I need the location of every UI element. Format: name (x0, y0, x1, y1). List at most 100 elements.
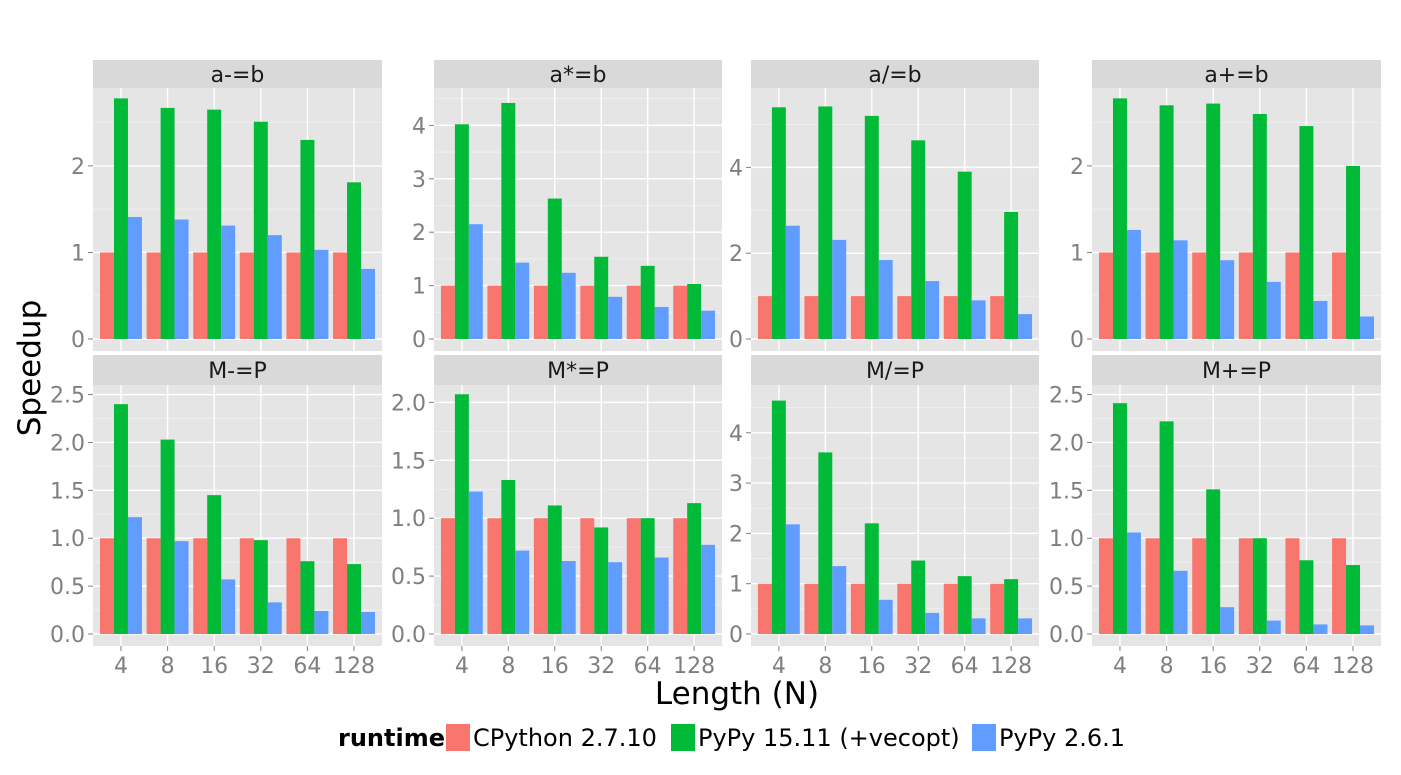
y-tick-label: 2 (729, 242, 743, 267)
y-tick-label: 1.5 (50, 479, 85, 504)
bar-pypy261-4 (785, 524, 800, 634)
x-tick-label: 8 (161, 654, 175, 679)
bar-pypy1511plusvecopt-8 (818, 106, 833, 339)
y-tick-label: 2.5 (1049, 384, 1084, 409)
legend-title: runtime (338, 724, 445, 752)
bar-pypy261-32 (1266, 620, 1281, 634)
x-tick-label: 64 (634, 654, 662, 679)
bar-pypy1511plusvecopt-128 (1346, 165, 1361, 339)
bar-pypy1511plusvecopt-16 (864, 115, 879, 339)
y-tick-label: 0.0 (1049, 623, 1084, 648)
bar-cpython2710-128 (1332, 538, 1347, 634)
bar-pypy1511plusvecopt-8 (1159, 421, 1174, 634)
bar-pypy1511plusvecopt-8 (501, 479, 516, 634)
bar-cpython2710-8 (804, 296, 819, 339)
bar-pypy1511plusvecopt-8 (160, 439, 175, 634)
bar-pypy1511plusvecopt-32 (253, 540, 268, 634)
legend-key-pypy261 (972, 724, 996, 751)
x-tick-label: 128 (990, 654, 1032, 679)
y-tick-label: 1.0 (1049, 527, 1084, 552)
bar-pypy261-16 (561, 272, 576, 339)
legend: runtime CPython 2.7.10 PyPy 15.11 (+vecopt… (338, 724, 1125, 752)
x-tick-label: 64 (1292, 654, 1320, 679)
bar-pypy261-64 (1313, 300, 1328, 339)
legend-label: PyPy 2.6.1 (999, 724, 1125, 752)
bar-pypy261-64 (971, 300, 986, 339)
bar-pypy261-64 (971, 618, 986, 634)
bar-pypy1511plusvecopt-4 (1112, 98, 1127, 340)
bar-pypy261-16 (878, 260, 893, 339)
y-axis-label: Speedup (12, 300, 48, 437)
bar-pypy1511plusvecopt-64 (640, 265, 655, 339)
bar-pypy261-16 (221, 579, 236, 634)
panel-aplus-eq-b: a+=b 0 1 2 (1070, 60, 1381, 353)
bar-pypy1511plusvecopt-8 (501, 102, 516, 340)
bar-pypy261-8 (1173, 570, 1188, 634)
facet-title: M+=P (1202, 359, 1271, 384)
bar-cpython2710-16 (1192, 252, 1207, 339)
x-tick-label: 128 (1332, 654, 1374, 679)
bar-pypy261-16 (1220, 607, 1235, 634)
bar-pypy261-16 (1220, 260, 1235, 339)
facet-title: a/=b (868, 63, 921, 88)
facet-title: a+=b (1204, 63, 1268, 88)
y-tick-label: 1.0 (50, 527, 85, 552)
bar-cpython2710-4 (1098, 252, 1113, 339)
bar-pypy261-64 (654, 306, 669, 339)
bar-cpython2710-4 (99, 252, 114, 339)
bar-pypy1511plusvecopt-32 (253, 121, 268, 339)
bar-cpython2710-4 (440, 285, 455, 339)
bar-cpython2710-16 (850, 296, 865, 339)
bar-cpython2710-128 (673, 285, 688, 339)
y-tick-label: 1 (729, 573, 743, 598)
bar-pypy261-4 (1126, 532, 1141, 634)
bar-pypy261-32 (267, 602, 282, 634)
x-tick-label: 16 (541, 654, 569, 679)
bar-pypy1511plusvecopt-64 (1299, 126, 1314, 339)
bar-pypy1511plusvecopt-128 (1004, 211, 1019, 339)
y-tick-label: 1.0 (391, 507, 426, 532)
y-tick-label: 0.5 (1049, 575, 1084, 600)
bar-cpython2710-128 (333, 252, 348, 339)
facet-title: M/=P (866, 359, 924, 384)
bar-cpython2710-8 (146, 538, 161, 634)
bar-pypy1511plusvecopt-32 (911, 140, 926, 339)
bar-pypy1511plusvecopt-32 (911, 560, 926, 634)
bar-cpython2710-8 (804, 583, 819, 634)
bar-cpython2710-32 (897, 583, 912, 634)
bar-cpython2710-64 (943, 583, 958, 634)
y-tick-label: 4 (412, 114, 426, 139)
y-tick-label: 0 (1070, 328, 1084, 353)
x-tick-label: 4 (772, 654, 786, 679)
bar-pypy261-64 (314, 611, 329, 634)
bar-cpython2710-16 (850, 583, 865, 634)
y-tick-label: 0 (729, 623, 743, 648)
bar-cpython2710-16 (193, 538, 208, 634)
bar-pypy261-32 (608, 562, 623, 634)
y-tick-label: 1 (71, 241, 85, 266)
bar-cpython2710-4 (99, 538, 114, 634)
bar-pypy261-32 (925, 612, 940, 634)
bar-pypy1511plusvecopt-16 (864, 523, 879, 634)
bar-pypy1511plusvecopt-4 (771, 400, 786, 634)
bar-pypy261-8 (174, 541, 189, 634)
y-tick-label: 0.0 (50, 623, 85, 648)
y-tick-label: 2.0 (50, 431, 85, 456)
y-tick-label: 2 (729, 522, 743, 547)
bar-pypy261-8 (832, 566, 847, 634)
bar-pypy261-128 (1360, 625, 1375, 634)
bar-pypy1511plusvecopt-4 (113, 404, 128, 634)
bar-pypy1511plusvecopt-16 (547, 505, 562, 634)
bar-pypy1511plusvecopt-32 (1252, 538, 1267, 634)
bar-cpython2710-4 (757, 583, 772, 634)
bar-pypy261-8 (515, 262, 530, 339)
bar-cpython2710-4 (1098, 538, 1113, 634)
bar-pypy261-4 (785, 225, 800, 339)
bar-cpython2710-32 (580, 285, 595, 339)
y-tick-label: 3 (412, 168, 426, 193)
bar-pypy1511plusvecopt-16 (207, 495, 222, 634)
x-axis-label: Length (N) (655, 676, 819, 712)
x-tick-label: 8 (501, 654, 515, 679)
bar-pypy261-8 (515, 550, 530, 634)
bar-pypy261-8 (832, 239, 847, 339)
